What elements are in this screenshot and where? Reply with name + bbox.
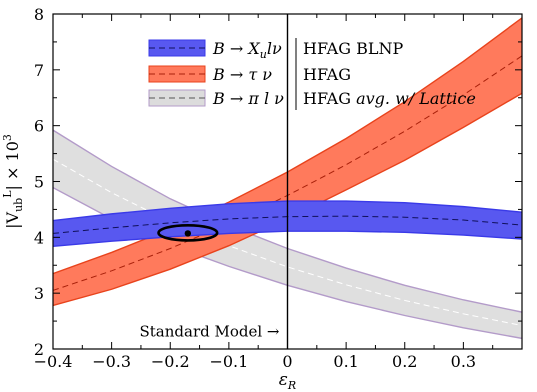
legend-label-xu: B → Xulν: [212, 39, 282, 61]
x-tick-label: 0.3: [451, 352, 476, 371]
x-axis-label: εR: [279, 370, 296, 392]
legend-source-xu: HFAG BLNP: [303, 39, 403, 58]
legend-swatch-pilnu: [148, 89, 206, 107]
legend-source-taunu: HFAG: [303, 65, 351, 84]
x-tick-label: 0.2: [392, 352, 417, 371]
legend-label-taunu: B → τ ν: [212, 65, 272, 84]
y-tick-label: 6: [34, 117, 44, 136]
x-tick-label: −0.3: [92, 352, 131, 371]
legend: B → Xulν B → τ ν B → π l ν HFAG BLNP HFA…: [148, 38, 476, 110]
x-tick-label: −0.4: [34, 352, 73, 371]
y-tick-label: 5: [34, 173, 44, 192]
x-tick-label: 0.1: [333, 352, 358, 371]
y-tick-label: 7: [34, 61, 44, 80]
fit-ellipse: [157, 224, 219, 242]
fit-point: [184, 230, 192, 237]
band-pilnu: [53, 130, 522, 339]
y-tick-label: 2: [34, 340, 44, 359]
legend-source-pilnu: HFAG avg. w/ Lattice: [303, 89, 476, 108]
center-line-pilnu: [53, 158, 522, 327]
legend-swatch-xu: [148, 39, 206, 57]
y-tick-label: 8: [34, 5, 44, 24]
y-tick-label: 4: [34, 228, 44, 247]
x-tick-label: −0.1: [209, 352, 248, 371]
y-axis-label: |VubL| × 103: [1, 134, 25, 229]
legend-swatch-taunu: [148, 65, 206, 83]
legend-label-pilnu: B → π l ν: [212, 89, 284, 108]
tick-layer: −0.4 −0.3 −0.2 −0.1 0 0.1 0.2 0.3 2 3 4 5 6 7 8: [34, 5, 523, 371]
x-tick-label: 0: [282, 352, 292, 371]
x-tick-label: −0.2: [151, 352, 190, 371]
y-tick-label: 3: [34, 284, 44, 303]
standard-model-annotation: Standard Model →: [140, 323, 280, 341]
overlay-layer: [157, 14, 289, 349]
